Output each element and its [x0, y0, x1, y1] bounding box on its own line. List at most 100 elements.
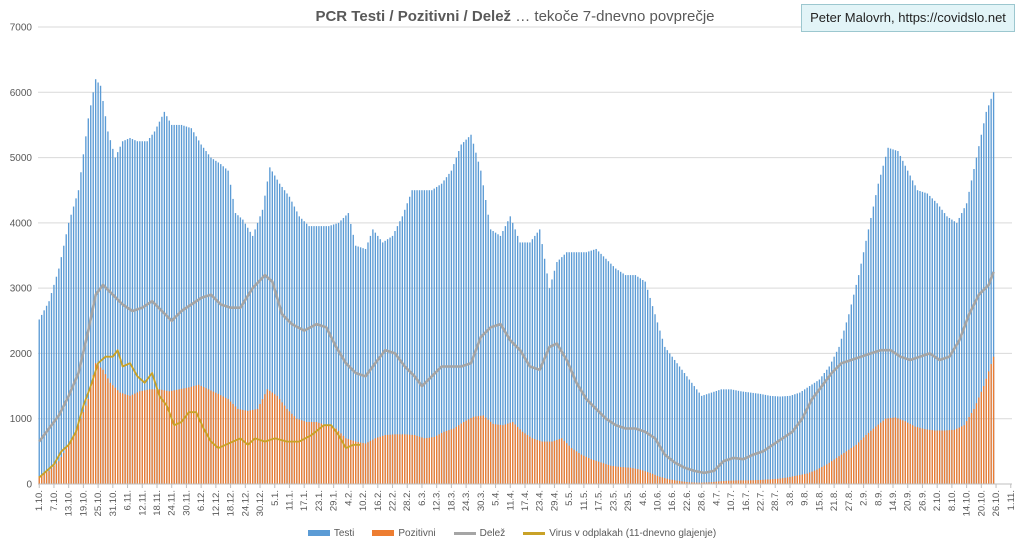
- bar-pozitivni: [573, 449, 575, 484]
- bar-testi: [227, 170, 229, 484]
- bar-testi: [112, 148, 114, 484]
- bar-pozitivni: [558, 439, 561, 484]
- bar-testi: [399, 221, 401, 485]
- bar-pozitivni: [715, 481, 718, 484]
- bar-testi: [735, 390, 737, 484]
- bar-testi: [723, 389, 725, 484]
- bar-testi: [102, 100, 104, 485]
- bar-testi: [109, 140, 112, 484]
- bar-pozitivni: [889, 418, 892, 484]
- bar-pozitivni: [507, 423, 509, 484]
- bar-pozitivni: [438, 434, 440, 484]
- bar-pozitivni: [973, 408, 975, 484]
- bar-testi: [305, 223, 308, 485]
- bar-pozitivni: [426, 437, 428, 484]
- bar-pozitivni: [97, 365, 99, 484]
- bar-testi: [769, 395, 772, 484]
- bar-testi: [332, 224, 335, 485]
- bar-pozitivni: [580, 454, 583, 484]
- bar-pozitivni: [575, 451, 578, 484]
- bar-testi: [499, 235, 502, 484]
- bar-pozitivni: [661, 477, 664, 484]
- bar-testi: [264, 195, 266, 484]
- bar-pozitivni: [254, 409, 256, 484]
- bar-pozitivni: [489, 421, 492, 484]
- y-tick-label: 1000: [10, 414, 33, 425]
- x-axis: 1.10. 7.10. 13.10. 19.10. 25.10. 31.10. 6.11. 1…: [34, 483, 1017, 516]
- bar-pozitivni: [173, 390, 175, 484]
- bar-pozitivni: [323, 424, 325, 484]
- bar-testi: [308, 226, 310, 484]
- bar-testi: [804, 389, 806, 484]
- bar-pozitivni: [902, 420, 904, 484]
- bar-pozitivni: [178, 389, 180, 484]
- x-tick-label: 26.9.: [917, 490, 928, 511]
- bar-testi: [43, 310, 45, 484]
- bar-pozitivni: [382, 435, 384, 484]
- bar-pozitivni: [494, 424, 497, 484]
- bar-pozitivni: [556, 439, 558, 484]
- bar-testi: [426, 190, 428, 484]
- bar-testi: [85, 136, 87, 484]
- bar-testi: [53, 284, 55, 484]
- bar-testi: [65, 234, 67, 484]
- bar-testi: [504, 226, 507, 484]
- bar-pozitivni: [293, 416, 296, 484]
- bar-testi: [649, 297, 651, 484]
- legend-label-delez: Delež: [479, 527, 506, 539]
- bar-pozitivni: [696, 482, 698, 484]
- bar-pozitivni: [541, 441, 543, 484]
- x-tick-label: 14.9.: [888, 490, 899, 511]
- bar-pozitivni: [521, 431, 524, 484]
- bar-testi: [320, 226, 323, 484]
- bar-testi: [445, 177, 448, 484]
- bar-pozitivni: [467, 419, 470, 484]
- bar-testi: [455, 157, 457, 484]
- bar-testi: [104, 116, 107, 484]
- bar-pozitivni: [433, 436, 435, 484]
- bar-pozitivni: [759, 479, 762, 484]
- bar-pozitivni: [126, 395, 129, 484]
- bar-pozitivni: [936, 430, 938, 484]
- bar-testi: [325, 226, 327, 484]
- bar-pozitivni: [988, 371, 990, 484]
- bar-pozitivni: [843, 452, 845, 484]
- bar-testi: [173, 124, 175, 485]
- bar-testi: [121, 141, 124, 484]
- bar-pozitivni: [784, 477, 786, 484]
- bar-testi: [853, 294, 855, 484]
- bar-testi: [816, 381, 818, 484]
- y-tick-label: 7000: [10, 23, 33, 34]
- bar-pozitivni: [185, 387, 188, 484]
- bar-pozitivni: [727, 480, 730, 484]
- bar-pozitivni: [644, 471, 646, 484]
- x-tick-label: 9.8.: [800, 490, 811, 506]
- bar-testi: [772, 396, 774, 484]
- bar-testi: [551, 279, 553, 484]
- bar-testi: [183, 125, 185, 485]
- chart-title-suffix: … tekoče 7-dnevno povprečje: [511, 8, 715, 25]
- x-tick-label: 18.12.: [226, 490, 237, 516]
- bar-testi: [48, 301, 50, 484]
- bar-pozitivni: [190, 386, 193, 484]
- bar-pozitivni: [916, 427, 919, 484]
- bar-testi: [158, 121, 161, 484]
- bar-testi: [865, 240, 867, 484]
- x-tick-label: 28.6.: [697, 490, 708, 511]
- bar-testi: [801, 390, 803, 484]
- bar-testi: [303, 221, 305, 485]
- x-tick-label: 12.11.: [137, 490, 148, 516]
- bar-pozitivni: [566, 443, 568, 484]
- bar-pozitivni: [404, 434, 406, 484]
- bar-pozitivni: [509, 422, 511, 484]
- bar-testi: [178, 124, 180, 485]
- bar-testi: [664, 346, 666, 484]
- bar-testi: [963, 208, 965, 485]
- bar-testi: [237, 215, 239, 485]
- bar-pozitivni: [934, 430, 936, 484]
- bar-pozitivni: [139, 391, 141, 484]
- bar-testi: [521, 242, 524, 484]
- bar-testi: [556, 262, 558, 484]
- bar-pozitivni: [992, 356, 995, 484]
